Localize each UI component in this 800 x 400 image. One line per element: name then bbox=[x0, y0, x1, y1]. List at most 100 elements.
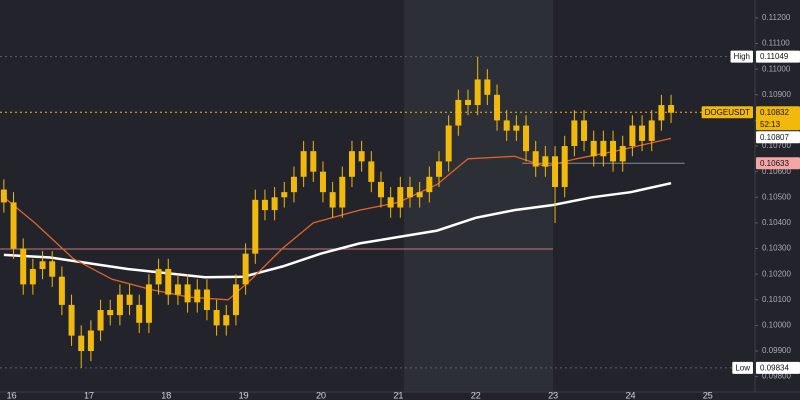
y-tick-label: 0.10400 bbox=[762, 218, 791, 227]
candle-body bbox=[523, 125, 530, 152]
candle-body bbox=[610, 140, 617, 162]
candle-body bbox=[406, 187, 413, 198]
candle-body bbox=[561, 146, 568, 188]
x-tick-label: 17 bbox=[84, 390, 94, 400]
y-tick-label: 0.09800 bbox=[762, 372, 791, 381]
candle-body bbox=[590, 140, 597, 157]
candle-body bbox=[155, 269, 162, 285]
price-tag-value: 0.10633 bbox=[760, 159, 789, 168]
candle-body bbox=[339, 176, 346, 208]
x-tick-label: 18 bbox=[161, 390, 171, 400]
candle-body bbox=[39, 261, 46, 270]
candle-body bbox=[194, 289, 201, 303]
candle-body bbox=[619, 146, 626, 162]
candle-body bbox=[513, 125, 520, 131]
x-tick-label: 20 bbox=[316, 390, 326, 400]
price-tag-value: 0.09834 bbox=[760, 364, 789, 373]
y-tick-label: 0.10100 bbox=[762, 295, 791, 304]
candle-body bbox=[145, 284, 152, 323]
candle-body bbox=[126, 294, 133, 305]
candle-body bbox=[290, 176, 297, 193]
candle-body bbox=[397, 187, 404, 208]
candle-body bbox=[0, 189, 7, 203]
price-tag-name: DOGEUSDT bbox=[705, 108, 750, 117]
candle-body bbox=[600, 140, 607, 157]
price-tag-name-box bbox=[732, 361, 753, 374]
price-tag-value: 0.10807 bbox=[760, 133, 789, 142]
y-tick-label: 0.11000 bbox=[762, 64, 791, 73]
candle-body bbox=[20, 248, 27, 285]
price-tag-name: High bbox=[734, 52, 750, 61]
x-tick-label: 25 bbox=[703, 390, 713, 400]
y-tick-label: 0.11100 bbox=[762, 39, 790, 48]
candle-body bbox=[668, 105, 675, 113]
candle-body bbox=[136, 304, 143, 323]
price-tag-value: 0.11049 bbox=[760, 52, 789, 61]
candle-body bbox=[49, 261, 56, 277]
price-tag-value: 0.10832 bbox=[760, 108, 789, 117]
candle-body bbox=[107, 310, 114, 316]
price-tag bbox=[756, 50, 800, 63]
candle-body bbox=[300, 151, 307, 177]
candle-body bbox=[261, 199, 268, 211]
y-tick-label: 0.10900 bbox=[762, 90, 791, 99]
price-tag bbox=[756, 157, 800, 170]
candle-body bbox=[377, 181, 384, 198]
candle-body bbox=[281, 192, 288, 198]
candle-body bbox=[368, 161, 375, 182]
y-tick-label: 0.10200 bbox=[762, 269, 791, 278]
price-tag bbox=[756, 361, 800, 374]
candle-body bbox=[319, 171, 326, 193]
candle-body bbox=[271, 197, 278, 211]
candle-body bbox=[174, 284, 181, 295]
candle-body bbox=[203, 289, 210, 311]
candle-body bbox=[58, 276, 65, 305]
y-tick-label: 0.10500 bbox=[762, 192, 791, 201]
price-tag-countdown: 52:13 bbox=[760, 120, 781, 129]
price-tag-name-box bbox=[730, 50, 753, 63]
price-tag bbox=[756, 106, 800, 131]
x-tick-label: 16 bbox=[7, 390, 17, 400]
candle-body bbox=[242, 253, 249, 285]
candle-body bbox=[310, 151, 317, 172]
candle-body bbox=[581, 120, 588, 141]
candle-body bbox=[232, 284, 239, 316]
price-tag-name-box bbox=[701, 106, 753, 119]
y-tick-label: 0.10700 bbox=[762, 141, 791, 150]
y-tick-label: 0.10600 bbox=[762, 167, 791, 176]
candle-body bbox=[474, 79, 481, 106]
candle-body bbox=[455, 99, 462, 126]
x-tick-label: 24 bbox=[625, 390, 635, 400]
candle-body bbox=[78, 335, 85, 352]
candle-body bbox=[658, 105, 665, 121]
candle-body bbox=[484, 79, 491, 95]
candle-body bbox=[532, 151, 539, 167]
candle-body bbox=[87, 330, 94, 352]
candle-body bbox=[116, 294, 123, 316]
candle-body bbox=[639, 125, 646, 141]
candle-body bbox=[165, 269, 172, 295]
session-highlight bbox=[404, 0, 553, 392]
candle-body bbox=[213, 310, 220, 326]
candle-body bbox=[445, 125, 452, 162]
candle-body bbox=[426, 176, 433, 193]
candle-body bbox=[542, 156, 549, 167]
y-tick-label: 0.09900 bbox=[762, 346, 791, 355]
price-tag bbox=[756, 131, 800, 144]
candle-body bbox=[435, 161, 442, 177]
x-tick-label: 22 bbox=[471, 390, 481, 400]
x-tick-label: 19 bbox=[239, 390, 249, 400]
candle-body bbox=[503, 120, 510, 131]
candle-body bbox=[348, 151, 355, 177]
y-tick-label: 0.10000 bbox=[762, 320, 791, 329]
candle-body bbox=[416, 192, 423, 198]
candle-body bbox=[648, 120, 655, 141]
candle-body bbox=[29, 269, 36, 285]
candle-body bbox=[494, 94, 501, 121]
price-tag-name: Low bbox=[735, 364, 750, 373]
candle-body bbox=[184, 284, 191, 303]
candle-body bbox=[387, 197, 394, 208]
candle-body bbox=[358, 151, 365, 162]
x-tick-label: 23 bbox=[548, 390, 558, 400]
